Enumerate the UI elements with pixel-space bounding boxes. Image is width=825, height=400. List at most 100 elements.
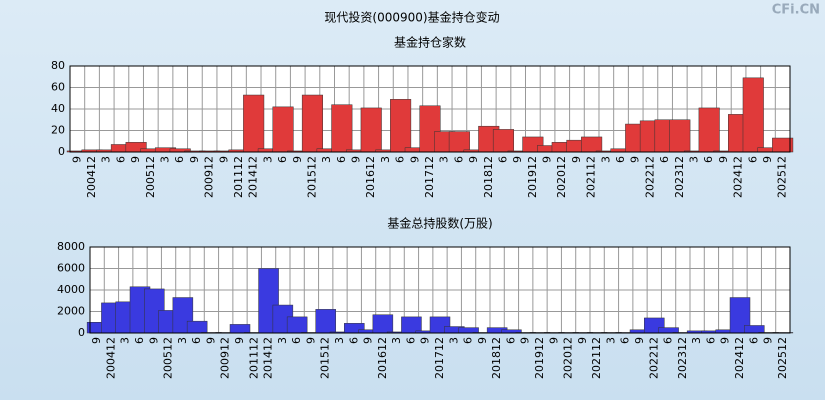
x-tick-label: 201712: [423, 156, 436, 198]
x-tick-label: 9: [511, 156, 524, 163]
x-tick-label: 6: [133, 337, 146, 344]
x-tick-label: 9: [476, 337, 489, 344]
x-tick-label: 201112: [247, 337, 260, 379]
x-tick-label: 202312: [676, 337, 689, 379]
x-tick-label: 201112: [232, 156, 245, 198]
x-tick-label: 202012: [562, 337, 575, 379]
x-tick-label: 6: [658, 156, 671, 163]
x-tick-label: 202112: [590, 337, 603, 379]
bar: [360, 107, 382, 153]
bar: [448, 131, 470, 153]
x-tick-label: 201412: [247, 156, 260, 198]
bar: [401, 316, 422, 334]
y-tick-label: 40: [51, 102, 65, 115]
x-tick-label: 3: [119, 337, 132, 344]
y-tick-label: 0: [78, 326, 85, 339]
x-tick-label: 6: [614, 156, 627, 163]
x-tick-label: 202512: [776, 156, 789, 198]
bar: [331, 104, 353, 153]
y-tick-label: 0: [58, 145, 65, 158]
x-tick-label: 6: [496, 156, 509, 163]
plot-border: [89, 246, 791, 334]
x-tick-label: 9: [717, 156, 730, 163]
x-tick-label: 200512: [162, 337, 175, 379]
bar: [492, 129, 515, 153]
bar: [458, 327, 479, 334]
x-tick-label: 3: [599, 156, 612, 163]
x-tick-label: 9: [90, 337, 103, 344]
x-tick-label: 6: [404, 337, 417, 344]
x-tick-label: 6: [347, 337, 360, 344]
x-tick-label: 3: [379, 156, 392, 163]
x-tick-label: 9: [147, 337, 160, 344]
y-tick-label: 20: [51, 124, 65, 137]
x-tick-label: 6: [504, 337, 517, 344]
bar: [669, 119, 691, 153]
x-tick-label: 202012: [555, 156, 568, 198]
x-tick-label: 202412: [733, 337, 746, 379]
x-tick-label: 201912: [526, 156, 539, 198]
x-tick-label: 201812: [490, 337, 503, 379]
x-tick-label: 3: [447, 337, 460, 344]
x-tick-label: 9: [291, 156, 304, 163]
x-tick-label: 9: [576, 337, 589, 344]
x-tick-label: 9: [419, 337, 432, 344]
x-tick-label: 6: [114, 156, 127, 163]
x-tick-label: 6: [276, 156, 289, 163]
x-tick-label: 9: [519, 337, 532, 344]
x-tick-label: 6: [190, 337, 203, 344]
x-tick-label: 3: [690, 337, 703, 344]
x-tick-label: 9: [629, 156, 642, 163]
x-tick-label: 200912: [203, 156, 216, 198]
bar: [272, 106, 294, 153]
x-tick-label: 6: [702, 156, 715, 163]
x-tick-label: 6: [747, 337, 760, 344]
x-tick-label: 6: [394, 156, 407, 163]
bar: [698, 107, 720, 153]
x-tick-label: 6: [619, 337, 632, 344]
x-tick-label: 6: [290, 337, 303, 344]
x-tick-label: 6: [335, 156, 348, 163]
x-tick-label: 3: [276, 337, 289, 344]
chart-title: 基金持仓家数: [394, 35, 466, 50]
x-tick-label: 202212: [643, 156, 656, 198]
x-tick-label: 3: [261, 156, 274, 163]
x-tick-label: 6: [662, 337, 675, 344]
y-tick-label: 4000: [57, 283, 85, 296]
y-tick-label: 2000: [57, 305, 85, 318]
x-tick-label: 3: [320, 156, 333, 163]
x-tick-label: 201612: [364, 156, 377, 198]
x-tick-label: 9: [188, 156, 201, 163]
bar: [742, 77, 764, 153]
bar: [315, 309, 336, 334]
x-tick-label: 202112: [585, 156, 598, 198]
x-tick-label: 9: [362, 337, 375, 344]
x-tick-label: 9: [467, 156, 480, 163]
x-tick-label: 6: [462, 337, 475, 344]
bar: [229, 324, 251, 334]
y-tick-label: 8000: [57, 240, 85, 253]
y-tick-label: 6000: [57, 262, 85, 275]
x-tick-label: 200512: [144, 156, 157, 198]
x-tick-label: 6: [452, 156, 465, 163]
x-tick-label: 9: [541, 156, 554, 163]
x-tick-label: 3: [100, 156, 113, 163]
x-tick-label: 3: [687, 156, 700, 163]
x-tick-label: 9: [350, 156, 363, 163]
x-tick-label: 9: [129, 156, 142, 163]
x-tick-label: 9: [217, 156, 230, 163]
bar: [390, 99, 412, 153]
bar: [286, 316, 308, 334]
x-tick-label: 201712: [433, 337, 446, 379]
watermark: CFi.CN: [772, 3, 820, 18]
x-tick-label: 3: [176, 337, 189, 344]
x-tick-label: 9: [70, 156, 83, 163]
x-tick-label: 201612: [376, 337, 389, 379]
x-tick-label: 9: [233, 337, 246, 344]
bar: [372, 314, 394, 334]
x-tick-label: 6: [173, 156, 186, 163]
x-tick-label: 9: [761, 156, 774, 163]
x-tick-label: 201412: [262, 337, 275, 379]
x-tick-label: 9: [204, 337, 217, 344]
